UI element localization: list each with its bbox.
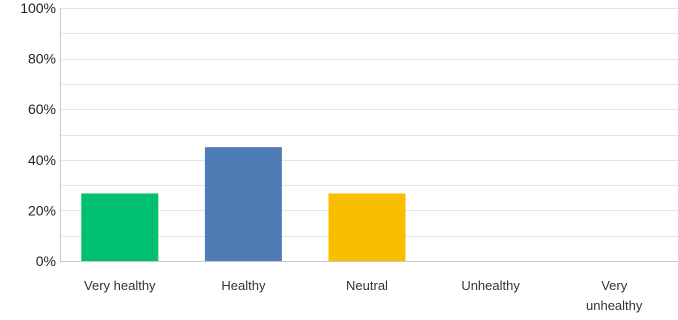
x-category-label: Very healthy xyxy=(84,278,156,293)
bar xyxy=(204,147,282,261)
bar xyxy=(81,193,159,261)
gridlines xyxy=(60,8,678,237)
axes xyxy=(60,8,678,262)
y-tick-label: 0% xyxy=(36,253,56,269)
y-tick-label: 100% xyxy=(20,0,56,16)
x-category-label: Healthy xyxy=(221,278,266,293)
y-tick-label: 80% xyxy=(28,51,56,67)
bar xyxy=(328,193,406,261)
y-axis-tick-labels: 0% 20% 40% 60% 80% 100% xyxy=(20,0,56,269)
x-axis-category-labels: Very healthy Healthy Neutral Unhealthy Very u… xyxy=(84,278,643,313)
x-category-label: Very unhealthy xyxy=(586,278,643,313)
bars xyxy=(81,147,406,261)
x-category-label: Neutral xyxy=(346,278,388,293)
y-tick-label: 40% xyxy=(28,152,56,168)
x-category-label: Unhealthy xyxy=(461,278,520,293)
y-tick-label: 20% xyxy=(28,202,56,218)
y-tick-label: 60% xyxy=(28,101,56,117)
